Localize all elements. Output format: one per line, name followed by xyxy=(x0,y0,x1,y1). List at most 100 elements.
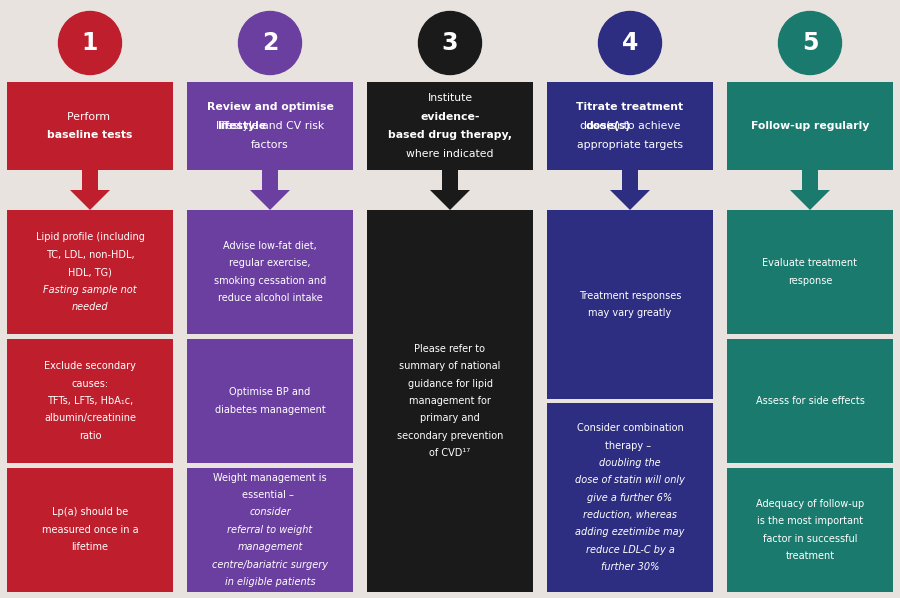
Text: Exclude secondary: Exclude secondary xyxy=(44,361,136,371)
Text: where indicated: where indicated xyxy=(406,149,494,159)
Bar xyxy=(442,170,458,190)
Text: primary and: primary and xyxy=(420,413,480,423)
Text: guidance for lipid: guidance for lipid xyxy=(408,379,492,389)
Bar xyxy=(82,170,98,190)
Bar xyxy=(547,210,713,399)
Text: baseline tests: baseline tests xyxy=(48,130,132,141)
Text: Please refer to: Please refer to xyxy=(415,344,485,354)
Text: consider: consider xyxy=(249,508,291,517)
Bar xyxy=(187,82,353,170)
Bar xyxy=(547,82,713,170)
Circle shape xyxy=(778,11,842,75)
Text: appropriate targets: appropriate targets xyxy=(577,140,683,150)
Text: factors: factors xyxy=(251,140,289,150)
Bar xyxy=(727,82,893,170)
Text: response: response xyxy=(788,276,832,286)
Text: reduction, whereas: reduction, whereas xyxy=(583,510,677,520)
Polygon shape xyxy=(610,190,650,210)
Text: albumin/creatinine: albumin/creatinine xyxy=(44,413,136,423)
Text: in eligible patients: in eligible patients xyxy=(225,577,315,587)
Bar xyxy=(727,339,893,463)
Bar xyxy=(7,339,173,463)
Text: causes:: causes: xyxy=(71,379,109,389)
Text: is the most important: is the most important xyxy=(757,516,863,526)
Circle shape xyxy=(418,11,482,75)
Bar xyxy=(547,403,713,592)
Bar xyxy=(187,468,353,592)
Text: centre/bariatric surgery: centre/bariatric surgery xyxy=(212,560,328,569)
Text: diabetes management: diabetes management xyxy=(214,405,326,414)
Text: HDL, TG): HDL, TG) xyxy=(68,267,112,277)
Text: Institute: Institute xyxy=(428,93,473,103)
Text: dose of statin will only: dose of statin will only xyxy=(575,475,685,485)
Circle shape xyxy=(598,11,662,75)
Bar xyxy=(727,210,893,334)
Bar xyxy=(187,210,353,334)
Text: referral to weight: referral to weight xyxy=(228,525,312,535)
Text: Follow-up regularly: Follow-up regularly xyxy=(751,121,869,131)
Text: Perform: Perform xyxy=(67,112,113,121)
Text: lifestyle and CV risk: lifestyle and CV risk xyxy=(216,121,324,131)
Text: 1: 1 xyxy=(82,31,98,55)
Text: Titrate treatment: Titrate treatment xyxy=(576,102,684,112)
Text: give a further 6%: give a further 6% xyxy=(588,493,672,503)
Polygon shape xyxy=(250,190,290,210)
Text: evidence-: evidence- xyxy=(420,112,480,121)
Text: 4: 4 xyxy=(622,31,638,55)
Bar xyxy=(367,210,533,592)
Text: regular exercise,: regular exercise, xyxy=(230,258,310,269)
Text: TC, LDL, non-HDL,: TC, LDL, non-HDL, xyxy=(46,250,134,260)
Text: 5: 5 xyxy=(802,31,818,55)
Text: therapy –: therapy – xyxy=(606,441,654,450)
Bar xyxy=(622,170,638,190)
Text: Treatment responses: Treatment responses xyxy=(579,291,681,301)
Text: may vary greatly: may vary greatly xyxy=(589,308,671,318)
Text: Adequacy of follow-up: Adequacy of follow-up xyxy=(756,499,864,509)
Text: 3: 3 xyxy=(442,31,458,55)
Text: factor in successful: factor in successful xyxy=(763,533,857,544)
Bar xyxy=(187,339,353,463)
Text: TFTs, LFTs, HbA₁c,: TFTs, LFTs, HbA₁c, xyxy=(47,396,133,406)
Text: management: management xyxy=(238,542,302,552)
Bar xyxy=(367,82,533,170)
Text: ratio: ratio xyxy=(79,431,101,441)
Text: Advise low-fat diet,: Advise low-fat diet, xyxy=(223,241,317,251)
Polygon shape xyxy=(70,190,110,210)
Bar xyxy=(7,82,173,170)
Text: Fasting sample not: Fasting sample not xyxy=(43,285,137,295)
Bar xyxy=(802,170,818,190)
Text: Weight management is: Weight management is xyxy=(213,473,327,483)
Text: doubling the: doubling the xyxy=(599,458,661,468)
Text: adding ezetimibe may: adding ezetimibe may xyxy=(575,527,685,538)
Polygon shape xyxy=(430,190,470,210)
Polygon shape xyxy=(790,190,830,210)
Text: secondary prevention: secondary prevention xyxy=(397,431,503,441)
Text: treatment: treatment xyxy=(786,551,834,561)
Text: reduce LDL-C by a: reduce LDL-C by a xyxy=(586,545,674,555)
Text: essential –: essential – xyxy=(242,490,298,500)
Text: lifetime: lifetime xyxy=(71,542,109,552)
Text: further 30%: further 30% xyxy=(601,562,659,572)
Text: Lipid profile (including: Lipid profile (including xyxy=(36,233,144,242)
Text: Review and optimise: Review and optimise xyxy=(207,102,333,112)
Text: 2: 2 xyxy=(262,31,278,55)
Text: Consider combination: Consider combination xyxy=(577,423,683,433)
Bar xyxy=(727,468,893,592)
Bar xyxy=(7,468,173,592)
Text: smoking cessation and: smoking cessation and xyxy=(214,276,326,286)
Circle shape xyxy=(238,11,302,75)
Text: summary of national: summary of national xyxy=(400,361,500,371)
Text: needed: needed xyxy=(72,302,108,312)
Bar xyxy=(262,170,278,190)
Text: Optimise BP and: Optimise BP and xyxy=(230,388,310,397)
Text: lifestyle: lifestyle xyxy=(218,121,266,131)
Text: management for: management for xyxy=(410,396,490,406)
Text: of CVD¹⁷: of CVD¹⁷ xyxy=(429,448,471,458)
Text: Assess for side effects: Assess for side effects xyxy=(756,396,864,406)
Text: dose(s) to achieve: dose(s) to achieve xyxy=(580,121,680,131)
Text: Lp(a) should be: Lp(a) should be xyxy=(52,508,128,517)
Bar xyxy=(7,210,173,334)
Text: measured once in a: measured once in a xyxy=(41,525,139,535)
Text: based drug therapy,: based drug therapy, xyxy=(388,130,512,141)
Text: reduce alcohol intake: reduce alcohol intake xyxy=(218,293,322,303)
